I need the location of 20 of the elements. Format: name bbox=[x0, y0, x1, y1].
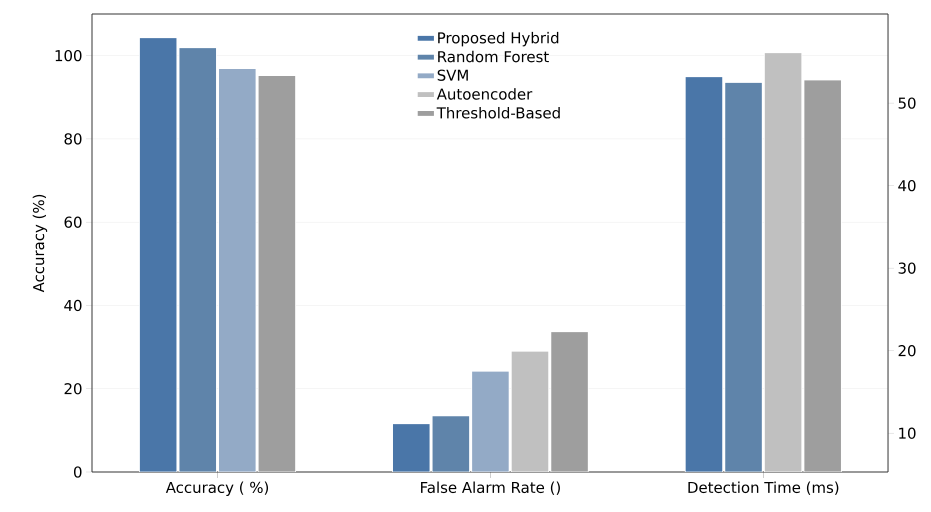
y2-tick-label: 20 bbox=[898, 345, 916, 356]
x-tick-label: Detection Time (ms) bbox=[688, 482, 838, 495]
y2-tick-label: 40 bbox=[898, 180, 916, 192]
y-tick-label: 100 bbox=[56, 50, 82, 62]
legend-label: Autoencoder bbox=[436, 88, 532, 100]
y-tick-label: 40 bbox=[64, 300, 82, 312]
y2-tick-label: 10 bbox=[899, 428, 916, 439]
y-tick-label: 20 bbox=[64, 383, 82, 394]
legend-label: Random Forest bbox=[438, 50, 549, 62]
x-tick-label: False Alarm Rate () bbox=[421, 482, 560, 495]
legend-label: SVM bbox=[438, 70, 468, 81]
legend-label: Proposed Hybrid bbox=[438, 32, 558, 46]
legend-label: Threshold-Based bbox=[436, 106, 560, 119]
y-tick-label: 60 bbox=[64, 216, 82, 228]
y2-tick-label: 30 bbox=[898, 262, 916, 274]
y-axis-title: Accuracy (%) bbox=[32, 194, 48, 292]
x-tick-label: Accuracy ( %) bbox=[166, 482, 268, 496]
y2-tick-label: 50 bbox=[898, 97, 916, 109]
y-tick-label: 0 bbox=[74, 466, 82, 478]
y-tick-label: 80 bbox=[64, 133, 82, 145]
